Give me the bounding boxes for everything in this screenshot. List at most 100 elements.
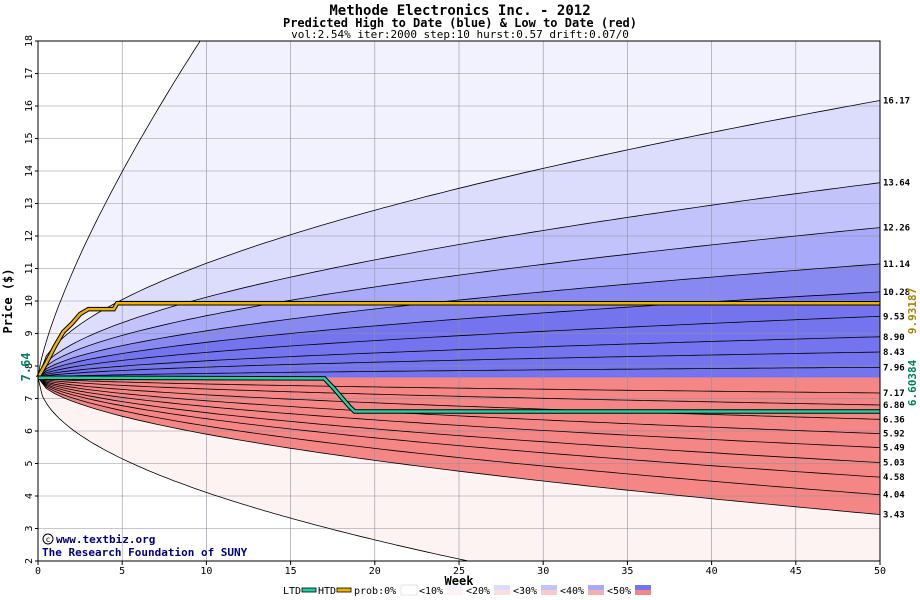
legend-htd-swatch: [336, 587, 352, 593]
y-tick-label: 16: [24, 100, 35, 112]
x-tick-label: 0: [35, 566, 41, 577]
fan-line: [37, 377, 881, 478]
x-tick-label: 20: [369, 566, 381, 577]
x-tick-label: 40: [706, 566, 718, 577]
chart-params: vol:2.54% iter:2000 step:10 hurst:0.57 d…: [291, 28, 629, 41]
legend-prob-label: prob:0%: [354, 586, 396, 597]
htd-final-label: 9.93187: [906, 288, 919, 334]
legend-item-label: <40%: [560, 586, 584, 597]
legend-swatch-blue: [447, 585, 463, 590]
end-label-low: 3.43: [883, 511, 905, 521]
fan-line: [37, 366, 881, 379]
x-tick-label: 35: [621, 566, 633, 577]
fan-line: [37, 377, 881, 406]
htd-line: [36, 302, 880, 379]
y-tick-label: 9: [24, 330, 35, 336]
legend-swatch-blue: [588, 585, 604, 590]
fan-line: [37, 100, 881, 378]
y-tick-label: 15: [24, 132, 35, 144]
x-tick-label: 5: [119, 566, 125, 577]
end-label-high: 9.53: [883, 312, 905, 322]
x-tick-label: 25: [453, 566, 465, 577]
end-label-high: 11.14: [883, 260, 911, 270]
legend-swatch-red: [588, 590, 604, 595]
end-label-high: 16.17: [883, 96, 910, 106]
end-labels: 16.17 13.64 12.26 11.14 10.28 9.53 8.90 8.43 7.9…: [883, 96, 911, 520]
end-label-high: 8.43: [883, 348, 905, 358]
credit: c www.textbiz.org The Research Foundatio…: [42, 533, 248, 559]
fan-line: [37, 227, 881, 378]
fan-line: [37, 263, 881, 378]
y-tick-label: 12: [24, 230, 35, 242]
ltd-line: [37, 376, 880, 413]
legend-swatch-blue: [541, 585, 557, 590]
start-price-label: 7.64: [19, 353, 33, 382]
end-label-low: 6.36: [883, 415, 905, 425]
x-tick-label: 15: [285, 566, 297, 577]
legend-swatch-red: [635, 590, 651, 595]
y-tick-label: 8: [24, 363, 35, 369]
fan-line: [37, 377, 881, 434]
legend-item-label: <30%: [513, 586, 537, 597]
x-axis-label: Week: [445, 574, 475, 588]
fan-line: [37, 291, 881, 379]
fan-line: [37, 377, 476, 562]
y-tick-label: 11: [24, 262, 35, 274]
y-tick-label: 10: [24, 295, 35, 307]
y-axis-label: Price ($): [1, 268, 15, 333]
legend-swatch-red: [541, 590, 557, 595]
legend-item-label: <50%: [607, 586, 631, 597]
legend-item-label: <10%: [419, 586, 443, 597]
end-label-low: 5.49: [883, 444, 905, 454]
y-tick-label: 17: [24, 67, 35, 79]
x-tick-label: 45: [790, 566, 802, 577]
chart-subtitle: Predicted High to Date (blue) & Low to D…: [283, 16, 637, 30]
fan-line: [37, 377, 881, 463]
x-tick-label: 10: [200, 566, 212, 577]
legend-swatch-red: [494, 590, 510, 595]
x-tick-label: 50: [874, 566, 886, 577]
copyright-icon: [42, 533, 54, 545]
y-tick-label: 14: [24, 165, 35, 177]
fan-line: [37, 40, 207, 378]
x-tick-label: 30: [537, 566, 549, 577]
y-tick-label: 6: [24, 428, 35, 434]
legend-swatch-zero: [400, 584, 418, 596]
fan-line: [37, 315, 881, 379]
legend-swatch-red: [447, 590, 463, 595]
axes: 0 5 10 15 20 25 30 35 40 45 5023456789101112131415…: [24, 35, 886, 577]
fan-line: [37, 377, 881, 420]
y-tick-label: 18: [24, 35, 35, 47]
end-label-low: 6.80: [883, 401, 905, 411]
y-tick-label: 7: [24, 395, 35, 401]
copyright-icon-letter: c: [46, 535, 51, 544]
end-label-high: 8.90: [883, 333, 905, 343]
end-label-low: 5.92: [883, 430, 905, 440]
end-label-low: 7.17: [883, 389, 905, 399]
y-tick-label: 13: [24, 197, 35, 209]
end-label-high: 7.96: [883, 363, 905, 373]
fan-line: [37, 377, 881, 448]
legend-ltd-label: LTD: [283, 586, 301, 597]
series-group: [36, 301, 880, 414]
legend-htd-label: HTD: [318, 586, 336, 597]
end-label-low: 4.04: [883, 491, 905, 501]
fan-line: [37, 351, 881, 379]
ltd-final-label: 6.60384: [906, 359, 919, 406]
fan-line: [37, 377, 881, 394]
chart-title: Methode Electronics Inc. - 2012: [329, 3, 590, 19]
y-tick-label: 5: [24, 460, 35, 466]
end-label-high: 12.26: [883, 224, 910, 234]
credit-org: The Research Foundation of SUNY: [42, 546, 248, 559]
y-tick-label: 4: [24, 493, 35, 499]
credit-url: www.textbiz.org: [56, 533, 155, 546]
y-tick-label: 2: [24, 558, 35, 564]
fan-lines: [37, 40, 881, 562]
end-label-high: 13.64: [883, 179, 911, 189]
legend: LTD HTD prob:0% <10% <20% <30% <40% <50%: [283, 584, 651, 597]
legend-ltd-swatch: [301, 587, 317, 593]
fan-line: [37, 377, 881, 496]
fan-line: [37, 336, 881, 379]
legend-item-label: <20%: [466, 586, 490, 597]
